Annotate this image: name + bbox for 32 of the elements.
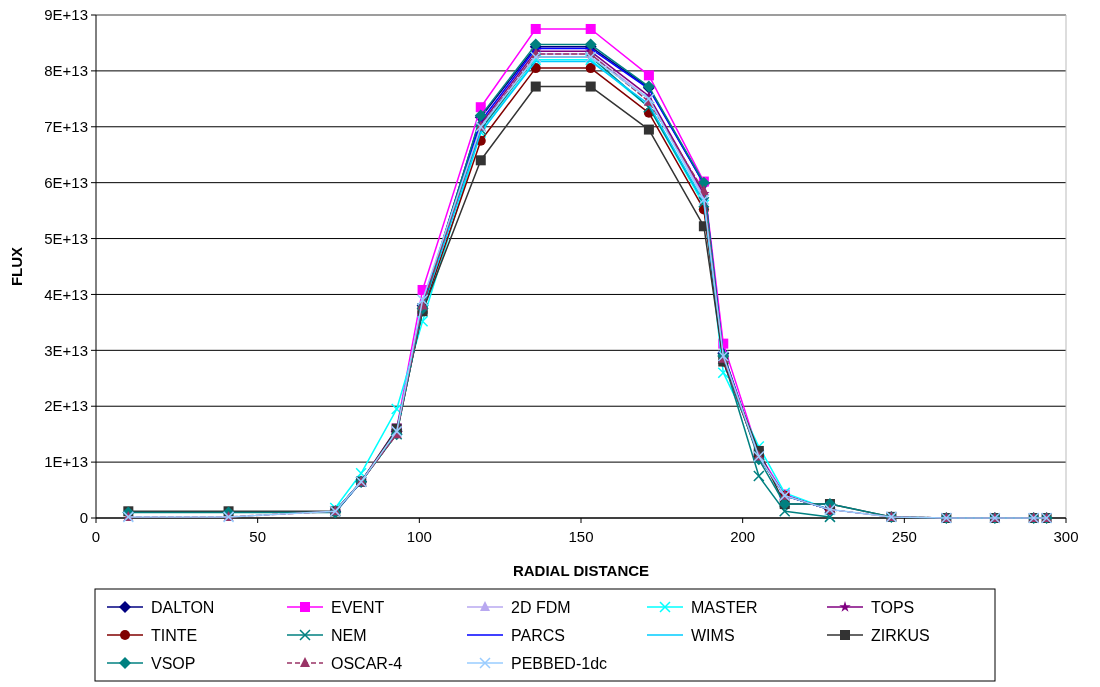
legend-label: NEM bbox=[331, 626, 367, 644]
legend-label: TOPS bbox=[871, 598, 915, 616]
y-tick-label: 6E+13 bbox=[44, 173, 88, 191]
legend-label: WIMS bbox=[691, 626, 735, 644]
y-tick-label: 1E+13 bbox=[44, 453, 88, 471]
y-tick-label: 8E+13 bbox=[44, 62, 88, 80]
legend-label: DALTON bbox=[151, 598, 215, 616]
legend-label: PEBBED-1dc bbox=[511, 654, 608, 672]
legend-label: EVENT bbox=[331, 598, 385, 616]
y-tick-label: 0 bbox=[79, 509, 88, 527]
y-tick-label: 4E+13 bbox=[44, 285, 88, 303]
y-tick-label: 5E+13 bbox=[44, 229, 88, 247]
legend-label: 2D FDM bbox=[511, 598, 571, 616]
legend-label: MASTER bbox=[691, 598, 758, 616]
x-tick-label: 100 bbox=[406, 528, 432, 545]
legend-label: TINTE bbox=[151, 626, 198, 644]
y-tick-label: 9E+13 bbox=[44, 6, 88, 24]
x-tick-label: 0 bbox=[91, 528, 101, 545]
y-axis-title: FLUX bbox=[8, 246, 25, 287]
x-tick-label: 150 bbox=[568, 528, 594, 545]
y-tick-label: 3E+13 bbox=[44, 341, 88, 359]
legend-label: PARCS bbox=[511, 626, 565, 644]
y-tick-label: 2E+13 bbox=[44, 397, 88, 415]
x-axis-title: RADIAL DISTANCE bbox=[512, 562, 650, 579]
x-tick-label: 200 bbox=[730, 528, 756, 545]
legend-label: ZIRKUS bbox=[871, 626, 930, 644]
x-tick-label: 50 bbox=[249, 528, 267, 545]
x-tick-label: 300 bbox=[1053, 528, 1079, 545]
legend-label: VSOP bbox=[151, 654, 196, 672]
y-tick-label: 7E+13 bbox=[44, 118, 88, 136]
x-tick-label: 250 bbox=[891, 528, 917, 545]
legend-label: OSCAR-4 bbox=[331, 654, 403, 672]
